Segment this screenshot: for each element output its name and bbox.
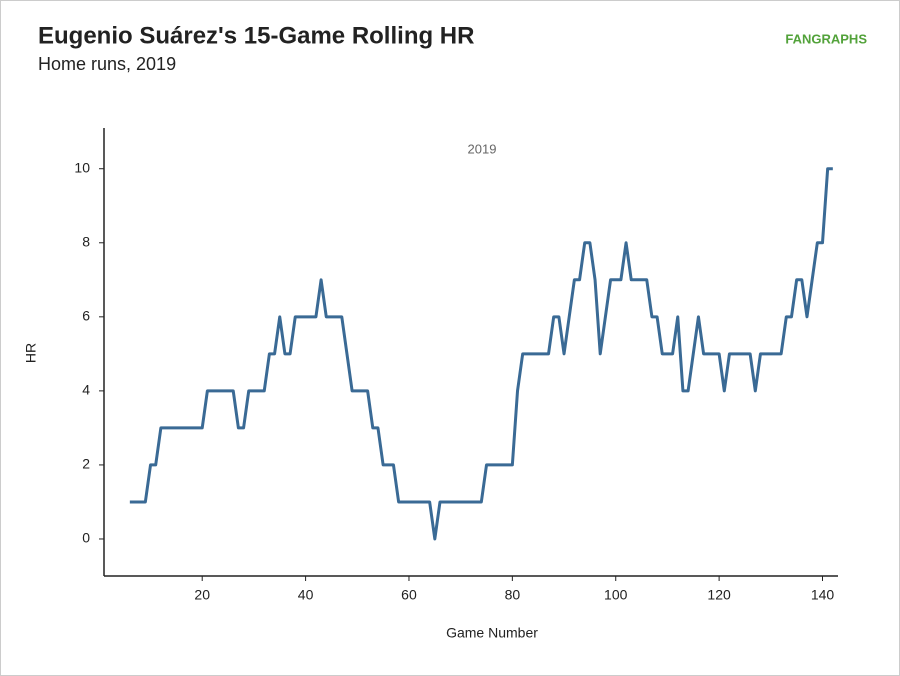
x-tick-label: 120 — [707, 587, 731, 603]
x-tick-label: 80 — [505, 587, 521, 603]
y-tick-label: 10 — [74, 159, 90, 175]
x-axis-label: Game Number — [446, 625, 538, 641]
x-tick-label: 100 — [604, 587, 628, 603]
chart-subtitle: Home runs, 2019 — [38, 54, 176, 74]
y-tick-label: 8 — [82, 233, 90, 249]
x-tick-label: 60 — [401, 587, 417, 603]
y-tick-label: 0 — [82, 530, 90, 546]
y-tick-label: 6 — [82, 308, 90, 324]
y-tick-label: 2 — [82, 456, 90, 472]
y-axis-label: HR — [23, 343, 39, 363]
x-tick-label: 140 — [811, 587, 835, 603]
annotation: 2019 — [468, 141, 497, 156]
y-tick-label: 4 — [82, 382, 90, 398]
x-tick-label: 20 — [194, 587, 210, 603]
line — [129, 167, 833, 541]
logo: FANGRAPHS — [785, 31, 867, 46]
x-tick-label: 40 — [298, 587, 314, 603]
chart-title: Eugenio Suárez's 15-Game Rolling HR — [38, 22, 474, 49]
